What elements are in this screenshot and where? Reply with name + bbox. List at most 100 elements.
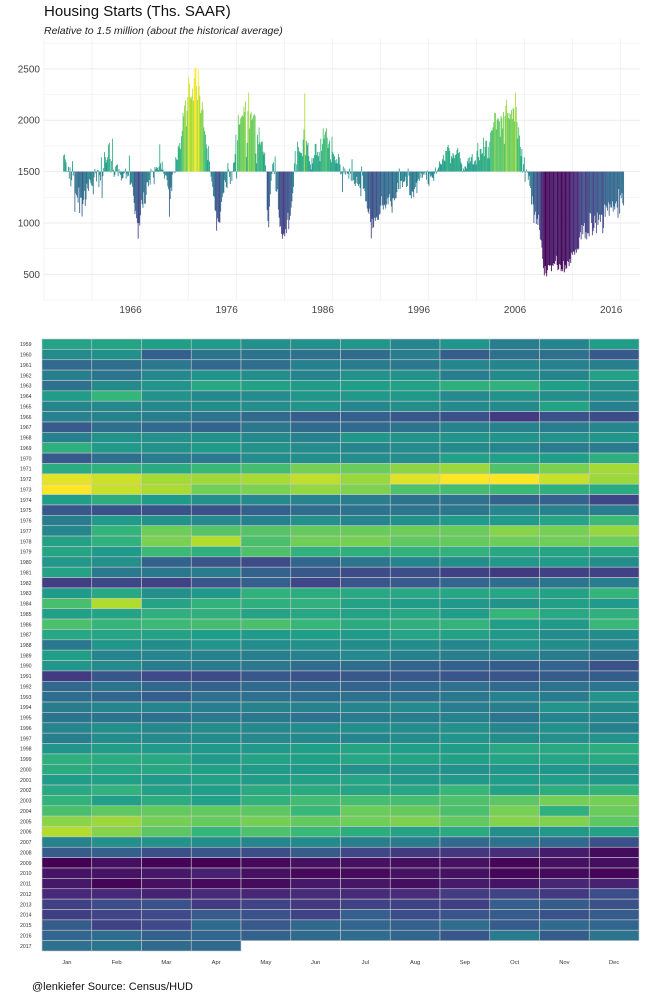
bar-1985-Feb <box>313 155 315 172</box>
tile-1961-Apr <box>190 359 242 371</box>
tile-2017-Apr <box>190 940 242 952</box>
tile-2015-Nov <box>539 919 590 931</box>
tile-2013-Apr <box>190 898 242 910</box>
bar-1987-May <box>335 163 337 172</box>
tile-1989-Jan <box>41 649 93 661</box>
bar-1983-Oct <box>301 153 302 172</box>
tile-1982-Nov <box>539 577 590 589</box>
bar-2002-Apr <box>478 160 480 172</box>
year-label: 1997 <box>20 736 32 742</box>
tile-2008-Aug <box>389 846 441 858</box>
tile-2004-Oct <box>489 805 540 817</box>
bar-1977-Jan <box>236 171 238 179</box>
bar-1972-Aug <box>193 78 195 172</box>
tile-2000-May <box>240 763 292 775</box>
tile-2015-Jun <box>290 919 341 931</box>
tile-1994-Oct <box>489 701 540 713</box>
bar-1963-Dec <box>110 171 112 173</box>
year-label: 1996 <box>20 726 32 732</box>
tile-1961-Jun <box>290 359 341 371</box>
tile-1981-Feb <box>91 566 142 578</box>
tile-1997-Aug <box>389 732 441 744</box>
tile-1986-Mar <box>141 618 192 630</box>
bar-2000-Feb <box>458 153 460 172</box>
bar-1989-Aug <box>357 171 359 184</box>
tile-2003-Aug <box>389 795 441 807</box>
tile-1993-Oct <box>489 691 540 703</box>
bar-1960-Nov <box>80 171 82 198</box>
bar-1973-Jun <box>201 102 203 172</box>
year-label: 1982 <box>20 581 32 587</box>
year-label: 1969 <box>20 446 32 452</box>
tile-1988-Jun <box>290 639 341 651</box>
tile-1966-Apr <box>190 411 242 423</box>
bar-1963-Oct <box>108 142 110 172</box>
bar-2011-Jan <box>563 171 564 261</box>
tile-1985-Mar <box>141 608 192 620</box>
bar-1990-Jul <box>366 171 367 202</box>
year-label: 1961 <box>20 363 32 369</box>
tile-1993-Dec <box>588 691 640 703</box>
tile-2005-Apr <box>190 815 242 827</box>
tile-2016-Jul <box>340 929 391 941</box>
bar-2007-Jan <box>524 171 526 182</box>
bar-1976-Jun <box>230 171 232 173</box>
year-label: 1983 <box>20 591 32 597</box>
bar-1971-Dec <box>187 96 189 172</box>
bar-1986-Feb <box>323 138 325 172</box>
bar-1977-Dec <box>245 101 246 172</box>
bar-1983-Aug <box>299 152 301 172</box>
tile-1989-Mar <box>141 649 192 661</box>
bar-1997-Nov <box>436 171 438 173</box>
bar-1989-Dec <box>360 171 362 197</box>
tile-1963-Dec <box>588 380 640 392</box>
bar-1970-Jun <box>172 171 174 173</box>
bar-1997-Apr <box>430 171 432 176</box>
bar-1960-Jun <box>76 171 78 198</box>
bar-1972-Jul <box>193 100 194 172</box>
year-label: 1976 <box>20 519 32 525</box>
bar-1995-Apr <box>411 171 413 192</box>
bar-1983-Jun <box>297 146 299 172</box>
bar-1996-Feb <box>419 171 421 173</box>
tile-2002-Aug <box>389 784 441 796</box>
bar-2016-Jan <box>611 171 613 208</box>
bar-1998-Feb <box>438 161 440 172</box>
bar-1998-Sep <box>444 161 446 172</box>
bar-1979-Apr <box>257 144 259 172</box>
tile-1991-Jan <box>41 670 93 682</box>
tile-1965-Aug <box>389 400 441 412</box>
tile-1966-Dec <box>588 411 640 423</box>
year-label: 1975 <box>20 508 32 514</box>
tile-1960-Aug <box>389 349 441 361</box>
tile-2001-Mar <box>141 774 192 786</box>
bar-2008-May <box>537 171 539 225</box>
tile-2001-May <box>240 774 292 786</box>
tile-2001-Apr <box>190 774 242 786</box>
bar-1970-Oct <box>176 159 178 172</box>
bar-2009-Jan <box>543 171 545 276</box>
bar-1960-Dec <box>81 171 83 217</box>
bar-1990-Jun <box>365 171 367 202</box>
bar-1975-Jun <box>221 171 222 203</box>
month-label: Nov <box>559 960 569 966</box>
bar-1966-Apr <box>132 171 134 196</box>
tile-1973-Oct <box>489 483 540 495</box>
tile-1999-May <box>240 753 292 765</box>
bar-2014-Mar <box>593 171 595 229</box>
year-label: 2000 <box>20 767 32 773</box>
tile-2013-Jun <box>290 898 341 910</box>
tile-1969-May <box>240 442 292 454</box>
tile-1966-Jul <box>340 411 391 423</box>
tile-2005-Oct <box>489 815 540 827</box>
tile-1961-Jan <box>41 359 93 371</box>
tile-2015-Feb <box>91 919 142 931</box>
tile-1968-Mar <box>141 432 192 444</box>
bar-1997-Sep <box>434 167 436 172</box>
tile-2011-Aug <box>389 878 441 890</box>
bar-1974-Jun <box>211 171 213 182</box>
tile-2015-Oct <box>489 919 540 931</box>
tile-1977-Oct <box>489 525 540 537</box>
bar-1996-Aug <box>424 171 426 175</box>
bar-2008-Jan <box>534 171 536 215</box>
